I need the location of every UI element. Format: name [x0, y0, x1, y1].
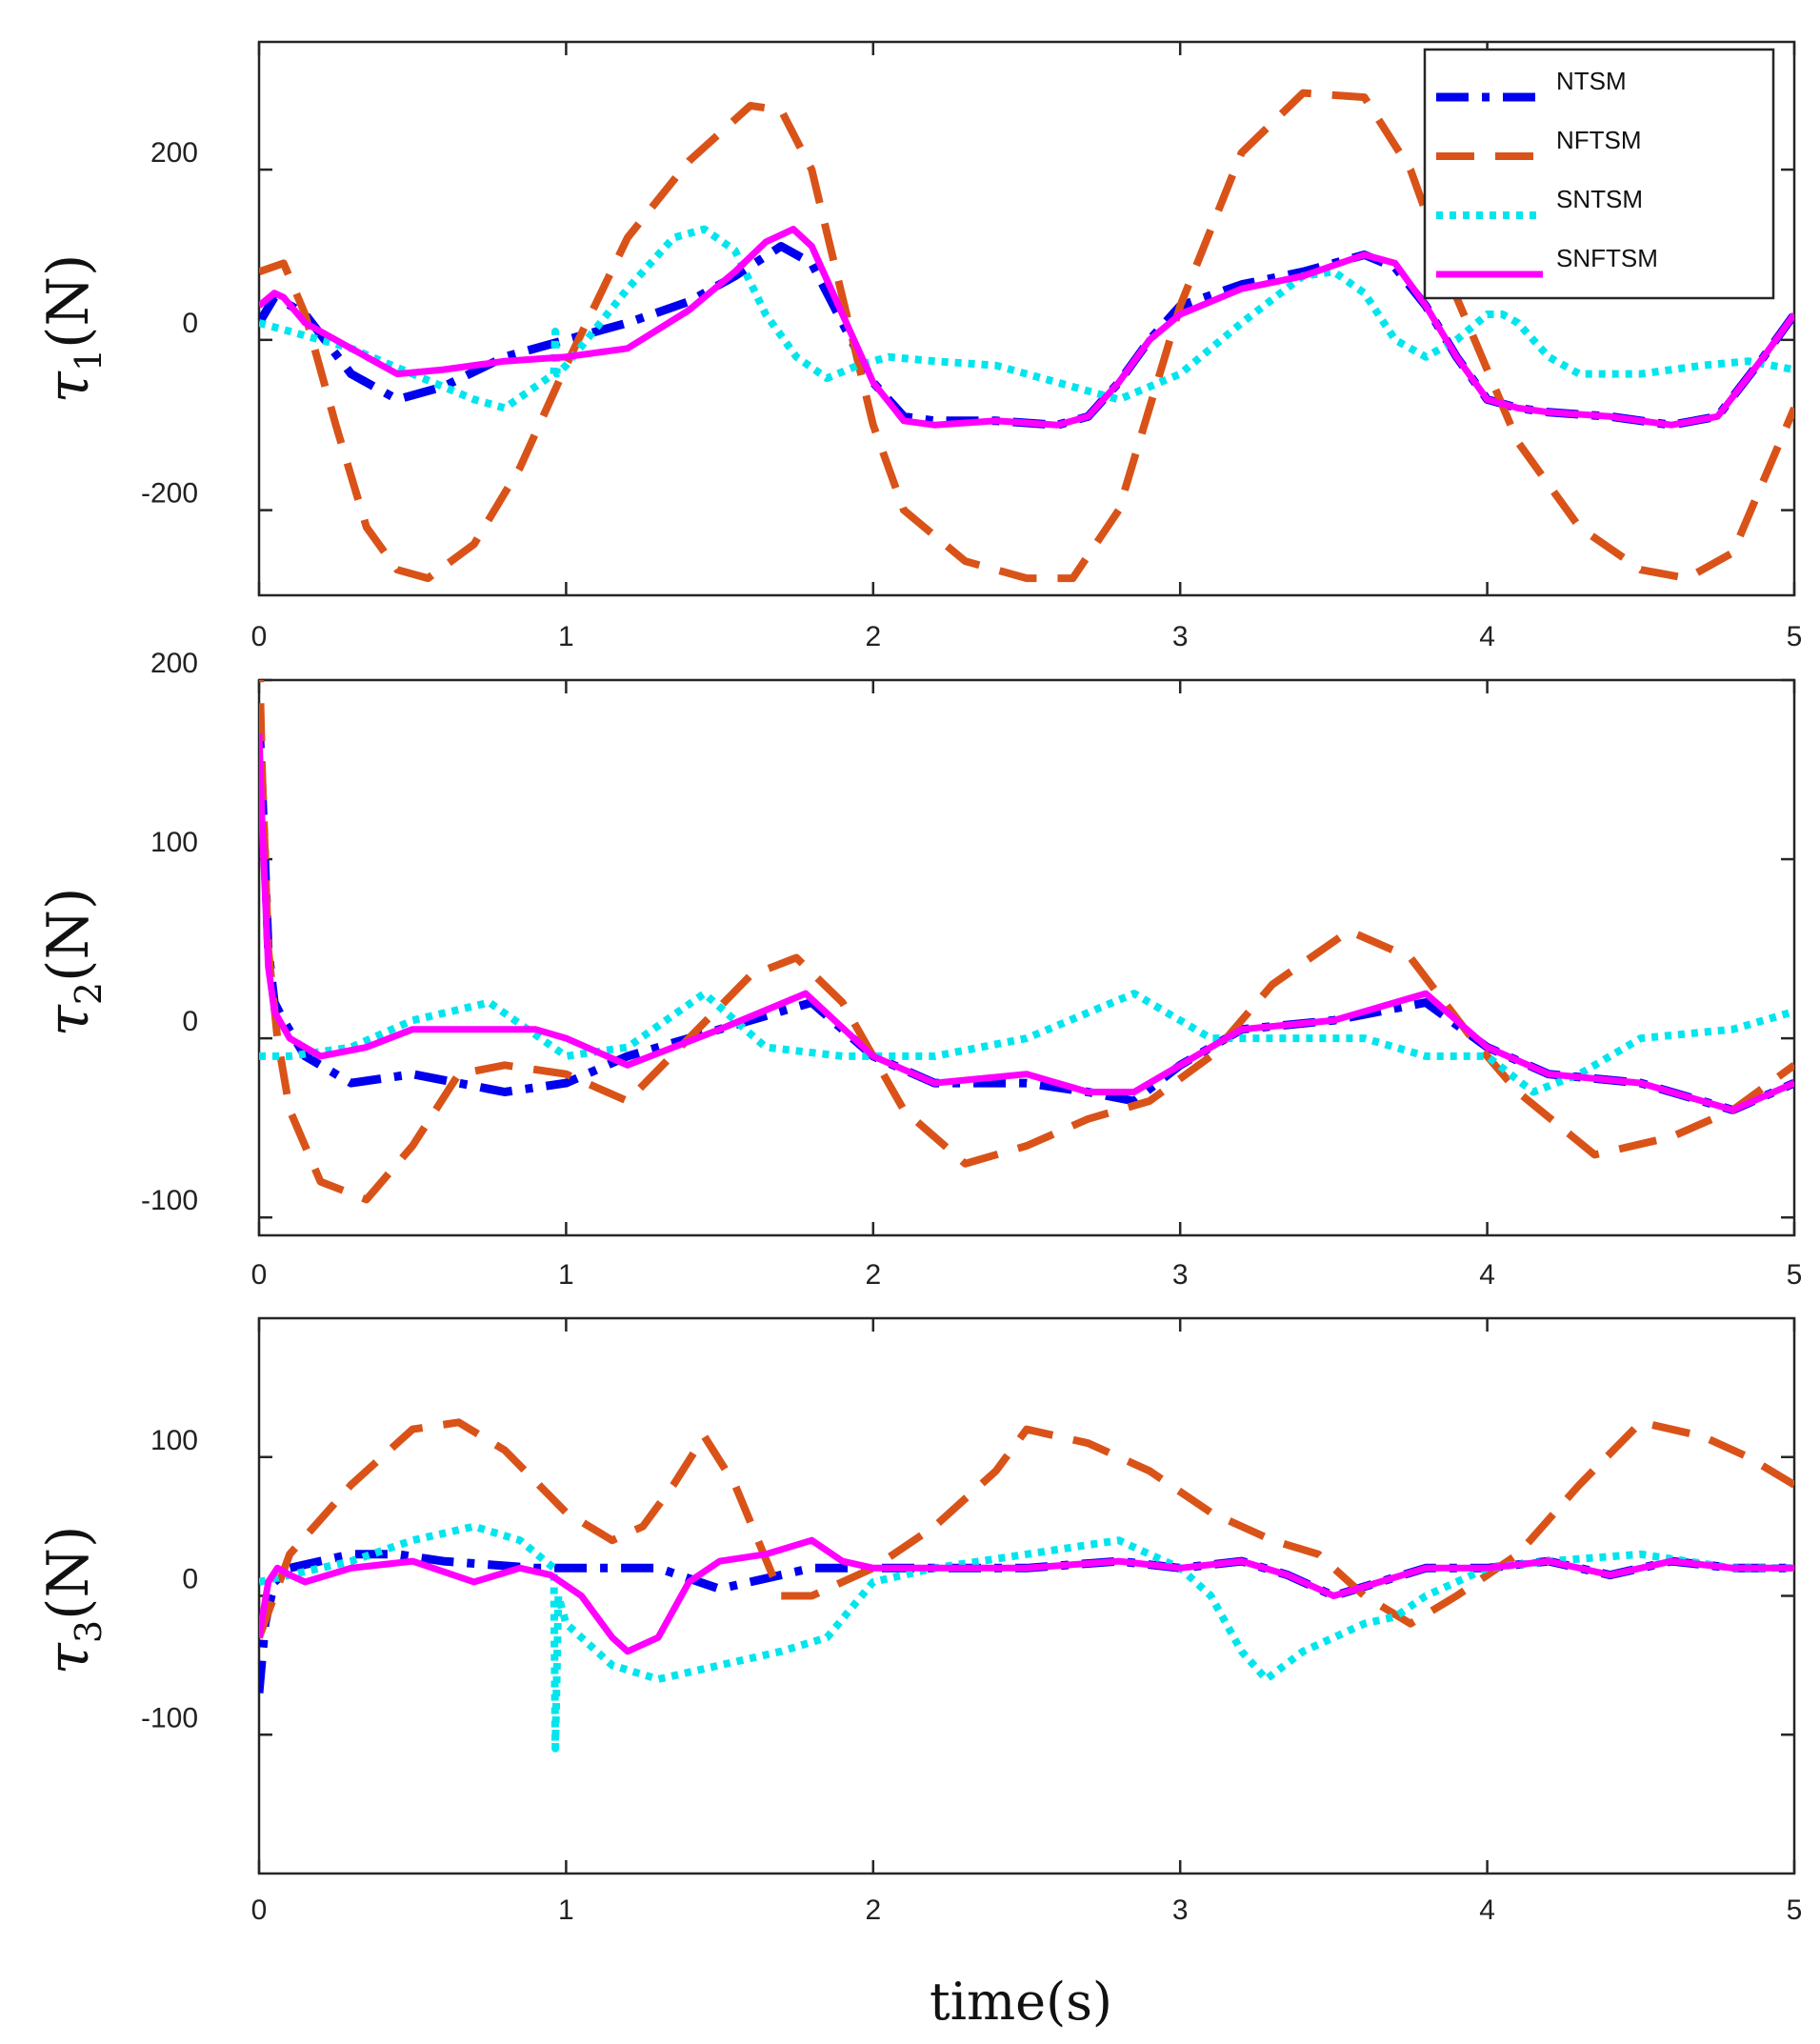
series-line-ntsm [259, 715, 1794, 1114]
series-group [259, 89, 1794, 583]
x-tick-label: 1 [558, 1894, 574, 1926]
x-axis-label: time(s) [930, 1972, 1112, 2032]
y-axis-label: τ1(N) [35, 254, 110, 404]
y-tick-label: -100 [141, 1185, 198, 1216]
series-line-nftsm [259, 680, 1794, 1204]
y-axis-label: τ3(N) [35, 1526, 110, 1675]
series-line-sntsm [259, 1522, 1794, 1753]
y-axis-label-symbol: τ [35, 1642, 102, 1674]
x-tick-label: 1 [558, 621, 574, 652]
series-line-snftsm [259, 226, 1794, 429]
x-tick-label: 2 [865, 1894, 881, 1926]
series-line-nftsm [259, 1418, 1794, 1639]
y-tick-label: -200 [141, 478, 198, 510]
legend-label-nftsm: NFTSM [1556, 126, 1642, 154]
x-tick-label: 3 [1172, 1259, 1189, 1291]
x-tick-label: 0 [251, 621, 268, 652]
plot-area-frame [257, 1316, 1796, 1875]
y-axis-label-unit: (N) [35, 254, 102, 349]
y-axis-label-subscript: 1 [68, 349, 110, 371]
legend-label-sntsm: SNTSM [1556, 185, 1643, 213]
plot-area-frame [257, 678, 1796, 1237]
y-axis-label-subscript: 3 [68, 1620, 110, 1643]
y-tick-label: 100 [150, 1425, 198, 1456]
y-tick-label: 200 [150, 648, 198, 679]
y-axis-label-symbol: τ [35, 1004, 102, 1036]
series-group [259, 680, 1794, 1204]
legend-box [1423, 48, 1775, 300]
x-tick-label: 5 [1787, 1259, 1803, 1291]
x-tick-label: 2 [865, 621, 881, 652]
x-tick-label: 0 [251, 1259, 268, 1291]
x-tick-label: 1 [558, 1259, 574, 1291]
series-line-snftsm [259, 733, 1794, 1113]
y-axis-label-unit: (N) [35, 888, 102, 982]
x-tick-label: 2 [865, 1259, 881, 1291]
x-tick-label: 5 [1787, 1894, 1803, 1926]
y-tick-label: -100 [141, 1702, 198, 1733]
y-tick-label: 0 [182, 1006, 198, 1037]
x-tick-label: 4 [1479, 621, 1495, 652]
x-tick-label: 0 [251, 1894, 268, 1926]
y-tick-label: 0 [182, 308, 198, 339]
y-tick-label: 0 [182, 1564, 198, 1595]
x-tick-label: 3 [1172, 621, 1189, 652]
y-axis-label-subscript: 2 [68, 982, 110, 1005]
y-axis-label-symbol: τ [35, 371, 102, 403]
y-tick-label: 200 [150, 137, 198, 169]
legend: NTSM NFTSM SNTSM SNFTSM [1423, 48, 1775, 300]
series-line-snftsm [259, 1536, 1794, 1655]
y-tick-label: 100 [150, 827, 198, 858]
y-axis-label: τ2(N) [35, 888, 110, 1037]
legend-label-ntsm: NTSM [1556, 67, 1627, 95]
x-tick-label: 5 [1787, 621, 1803, 652]
y-axis-label-unit: (N) [35, 1526, 102, 1620]
series-line-sntsm [259, 990, 1794, 1096]
series-group [259, 1418, 1794, 1753]
x-tick-label: 4 [1479, 1259, 1495, 1291]
legend-label-snftsm: SNFTSM [1556, 244, 1658, 272]
x-tick-label: 4 [1479, 1894, 1495, 1926]
series-line-nftsm [259, 89, 1794, 583]
x-tick-label: 3 [1172, 1894, 1189, 1926]
